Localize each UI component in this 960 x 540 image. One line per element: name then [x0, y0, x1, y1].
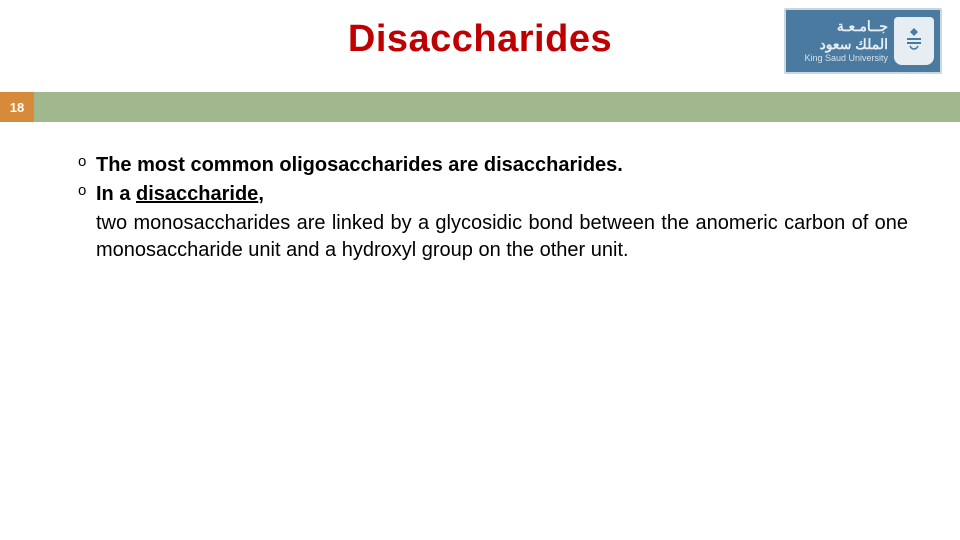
bullet-item-2: In a disaccharide, — [78, 181, 908, 208]
bullet-2-tail: , — [258, 183, 264, 205]
slide-number-band: 18 — [0, 92, 960, 122]
logo-english: King Saud University — [792, 53, 888, 65]
logo-arabic-1: جــامـعـة — [792, 17, 888, 35]
logo-text: جــامـعـة الملك سعود King Saud Universit… — [792, 17, 888, 65]
bullet-2-lead: In a — [96, 183, 136, 205]
university-logo: جــامـعـة الملك سعود King Saud Universit… — [784, 8, 942, 74]
slide-header: Disaccharides جــامـعـة الملك سعود King … — [0, 0, 960, 92]
bullet-1-text: The most common oligosaccharides are dis… — [96, 154, 623, 176]
logo-arabic-2: الملك سعود — [792, 35, 888, 53]
bullet-item-1: The most common oligosaccharides are dis… — [78, 152, 908, 179]
page-number-badge: 18 — [0, 92, 34, 122]
slide-content: The most common oligosaccharides are dis… — [0, 122, 960, 264]
body-paragraph: two monosaccharides are linked by a glyc… — [78, 210, 908, 264]
logo-shield-icon — [894, 17, 934, 65]
bullet-2-underline: disaccharide — [136, 183, 258, 205]
